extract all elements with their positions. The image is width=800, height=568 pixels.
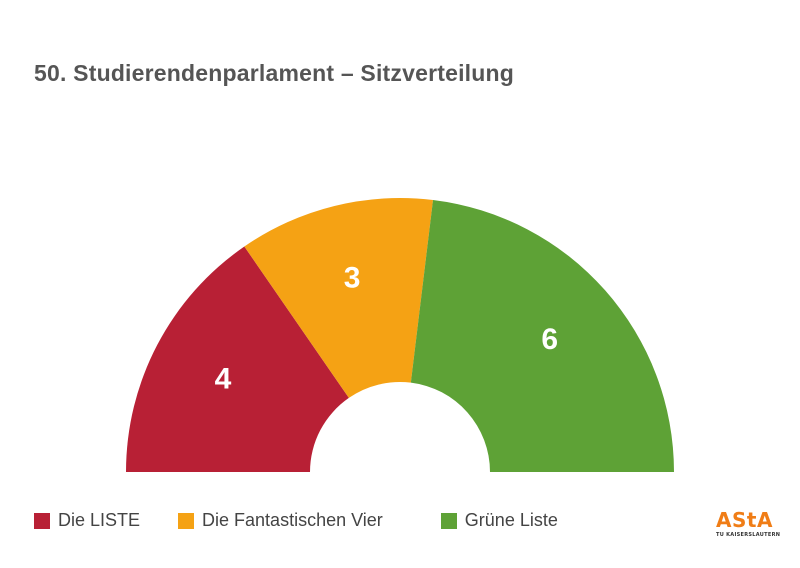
slice-die-fantastischen-vier bbox=[244, 198, 434, 398]
seat-distribution-chart: 4 3 6 bbox=[126, 198, 674, 472]
legend-label-gruene-liste: Grüne Liste bbox=[464, 510, 558, 530]
asta-logo-text: AStA bbox=[716, 508, 773, 532]
asta-logo-subtext: TU KAISERSLAUTERN bbox=[716, 532, 781, 538]
chart-legend: Die LISTE Die Fantastischen Vier Grüne L… bbox=[34, 510, 558, 531]
chart-title: 50. Studierendenparlament – Sitzverteilu… bbox=[34, 60, 515, 86]
legend-swatch-gruene-liste bbox=[440, 512, 457, 529]
legend-label-die-liste: Die LISTE bbox=[58, 510, 141, 530]
legend-label-die-fantastischen-vier: Die Fantastischen Vier bbox=[202, 510, 383, 530]
slice-die-liste bbox=[126, 246, 349, 472]
asta-logo: AStA TU KAISERSLAUTERN bbox=[716, 510, 782, 538]
legend-swatch-die-fantastischen-vier bbox=[178, 512, 195, 529]
legend-item-die-fantastischen-vier: Die Fantastischen Vier bbox=[178, 510, 383, 531]
slice-value-label: 4 bbox=[215, 363, 232, 396]
slice-value-label: 6 bbox=[541, 323, 558, 356]
slice-gr-ne-liste bbox=[410, 199, 674, 472]
legend-item-die-liste: Die LISTE bbox=[34, 510, 140, 531]
legend-swatch-die-liste bbox=[34, 512, 50, 529]
legend-item-gruene-liste: Grüne Liste bbox=[440, 510, 558, 531]
slice-value-label: 3 bbox=[344, 261, 361, 294]
